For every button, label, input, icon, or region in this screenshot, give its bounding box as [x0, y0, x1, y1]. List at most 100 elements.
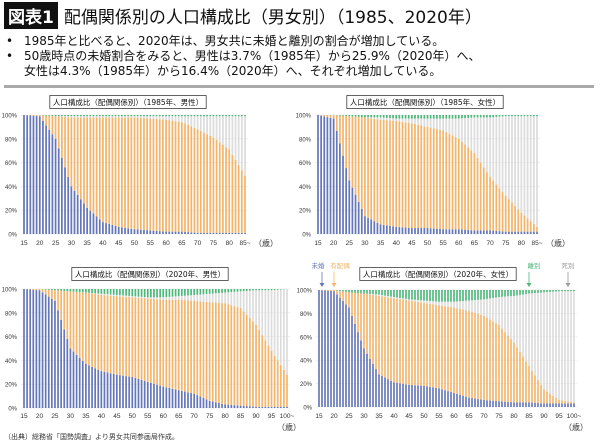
bar-widowed-age-75: [504, 116, 507, 196]
bar-divorced-age-28: [64, 115, 66, 117]
bar-unmarried-age-75: [208, 400, 211, 408]
bar-widowed-age-88: [537, 292, 539, 381]
bar-married-age-80: [224, 303, 226, 405]
bar-widowed-age-48: [127, 116, 130, 118]
bar-married-age-57: [153, 298, 155, 384]
bar-unmarried-age-43: [404, 227, 407, 234]
x-tick-label: 50: [131, 240, 139, 247]
bar-divorced-age-35: [379, 115, 382, 118]
bar-unmarried-age-98: [279, 406, 282, 408]
bar-divorced-age-84: [240, 115, 243, 117]
bar-married-age-21: [336, 290, 338, 295]
bar-divorced-age-63: [467, 115, 470, 118]
bar-married-age-53: [140, 298, 143, 380]
bar-widowed-age-28: [64, 116, 66, 117]
bar-unmarried-age-38: [387, 379, 389, 407]
bar-divorced-age-68: [482, 115, 485, 118]
bar-unmarried-age-64: [470, 230, 473, 234]
bar-married-age-48: [420, 125, 423, 229]
bar-divorced-age-40: [102, 115, 104, 117]
bar-widowed-age-31: [73, 116, 76, 118]
bar-unmarried-age-58: [156, 384, 158, 408]
bar-married-age-71: [196, 301, 199, 396]
bar-widowed-age-93: [264, 290, 267, 341]
bar-married-age-73: [202, 301, 205, 399]
bar-married-age-49: [128, 297, 131, 377]
bar-unmarried-age-81: [516, 402, 518, 407]
x-tick-label: 35: [84, 240, 92, 247]
bar-unmarried-age-53: [140, 379, 143, 408]
bar-unmarried-age-52: [137, 378, 140, 408]
bar-widowed-age-70: [483, 299, 485, 316]
bar-unmarried-age-69: [480, 399, 482, 407]
bar-married-age-66: [476, 157, 479, 231]
bar-divorced-age-28: [357, 290, 359, 294]
bar-divorced-age-27: [60, 289, 62, 291]
bar-unmarried-age-32: [370, 219, 373, 234]
bar-widowed-age-79: [517, 116, 520, 210]
bar-widowed-age-88: [249, 290, 251, 319]
bar-unmarried-age-95: [270, 406, 273, 408]
bar-unmarried-age-29: [360, 340, 362, 407]
bar-unmarried-age-84: [533, 231, 535, 234]
bar-unmarried-age-45: [410, 228, 413, 234]
bar-divorced-age-52: [432, 115, 435, 119]
bar-married-age-65: [180, 122, 183, 232]
bar-divorced-age-83: [237, 115, 240, 117]
bar-widowed-age-35: [86, 116, 89, 118]
bar-married-age-36: [382, 119, 385, 225]
bar-divorced-age-59: [162, 115, 164, 117]
bar-married-age-37: [385, 120, 388, 226]
bar-widowed-age-53: [143, 116, 145, 119]
bar-married-age-22: [45, 115, 47, 126]
bar-married-age-70: [489, 176, 491, 231]
bar-married-age-72: [203, 132, 205, 233]
bar-widowed-age-72: [489, 298, 491, 320]
bar-divorced-age-36: [89, 115, 92, 117]
bar-married-age-69: [486, 172, 488, 231]
bar-divorced-age-72: [199, 289, 202, 295]
bar-unmarried-age-31: [72, 351, 75, 408]
x-tick-label: 40: [393, 240, 401, 247]
bar-divorced-age-47: [414, 290, 416, 300]
bar-widowed-age-82: [234, 116, 237, 160]
bar-married-age-59: [162, 119, 164, 232]
bar-unmarried-age-20: [332, 118, 335, 234]
bar-unmarried-age-50: [133, 229, 136, 234]
bar-married-age-54: [146, 118, 148, 231]
x-tick-label: 55: [435, 413, 443, 420]
bar-widowed-age-64: [174, 296, 177, 300]
bar-widowed-age-70: [196, 116, 199, 130]
bar-divorced-age-45: [408, 290, 410, 300]
bar-unmarried-age-40: [102, 222, 104, 234]
bar-married-age-52: [429, 303, 431, 387]
bar-widowed-age-84: [525, 293, 527, 362]
bar-divorced-age-35: [86, 115, 89, 117]
bar-divorced-age-30: [70, 115, 73, 117]
bar-widowed-age-52: [432, 118, 435, 129]
bar-married-age-38: [94, 293, 97, 369]
bar-unmarried-age-24: [50, 298, 53, 408]
bar-divorced-age-77: [214, 289, 217, 294]
bar-divorced-age-48: [417, 290, 419, 301]
bar-divorced-age-73: [492, 290, 494, 298]
bar-widowed-age-47: [124, 116, 126, 118]
bar-unmarried-age-82: [526, 231, 529, 234]
bar-widowed-age-42: [399, 297, 401, 300]
bar-widowed-age-77: [218, 116, 221, 143]
bar-married-age-20: [38, 115, 41, 117]
bar-married-age-79: [510, 339, 512, 403]
bar-divorced-age-32: [76, 115, 79, 117]
bar-married-age-20: [332, 115, 335, 119]
bar-married-age-48: [127, 117, 130, 229]
bar-divorced-age-45: [410, 115, 413, 119]
bar-divorced-age-79: [225, 115, 227, 117]
bar-widowed-age-37: [92, 116, 95, 118]
bar-widowed-age-35: [379, 117, 382, 120]
bar-widowed-age-60: [162, 297, 165, 300]
bar-unmarried-age-64: [174, 389, 177, 408]
bar-married-age-43: [111, 117, 114, 225]
bar-divorced-age-65: [468, 290, 470, 301]
bar-widowed-age-48: [125, 295, 127, 297]
